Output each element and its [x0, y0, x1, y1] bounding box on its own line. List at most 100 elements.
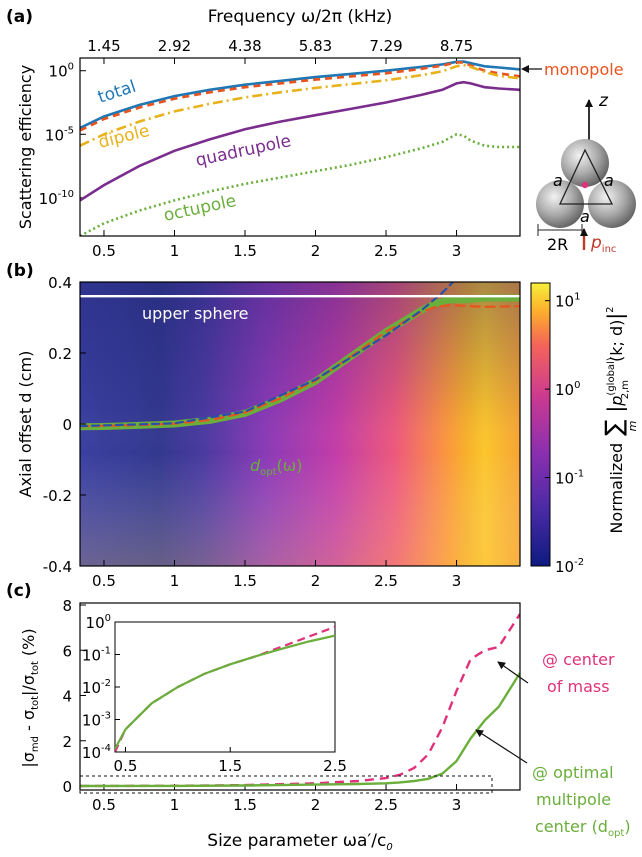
x-tick-label: 3: [452, 572, 462, 590]
inset-y-tick-label: 10-1: [82, 646, 111, 665]
y-tick-label: -0.2: [43, 487, 72, 505]
annotation-opt-arrow: [475, 729, 528, 764]
inset-y-tick-label: 10-4: [82, 743, 111, 762]
colorbar-tick-labels: 101 100 10-1 10-2: [545, 292, 584, 576]
inset-zoom-box: [79, 775, 493, 794]
y-tick-label: 2: [62, 733, 72, 751]
series-total: [80, 60, 520, 130]
top-tick-label: 7.29: [369, 37, 402, 55]
top-tick-labels: 1.45 2.92 4.38 5.83 7.29 8.75: [87, 37, 473, 64]
top-tick-label: 2.92: [158, 37, 191, 55]
panel-b-series: [80, 282, 520, 431]
panel-c-ylabel: |σmd - σtot|/σtot(%): [19, 628, 41, 767]
panel-c-xlabel: Size parameter ωa′/c0: [207, 831, 392, 853]
y-tick-label: 4: [62, 688, 72, 706]
inset-y-tick-label: 10-2: [82, 678, 111, 697]
label-total: total: [95, 77, 138, 108]
panel-b-frame: [79, 281, 521, 567]
upper-sphere-label: upper sphere: [142, 304, 249, 323]
x-tick-label: 3: [452, 242, 462, 260]
y-tick-label: -0.4: [43, 558, 72, 576]
colorbar-label: Normalized ∑ |p(global) 2,m(k; d)|2 m: [600, 306, 639, 533]
series-@ optimal multipole center (d_opt): [80, 672, 520, 788]
side-label-left: a: [553, 171, 563, 190]
x-tick-label: 1: [170, 796, 180, 814]
label-monopole: monopole: [544, 60, 624, 79]
panel-c-x-tick-labels: 0.5 1 1.5 2 2.5 3: [92, 784, 461, 814]
panel-label-a: (a): [6, 7, 33, 27]
inset-x-tick-label: 1.5: [218, 757, 242, 775]
x-tick-label: 1.5: [233, 242, 257, 260]
side-label-right: a: [604, 171, 614, 190]
panel-a-series: [80, 60, 520, 236]
top-tick-label: 8.75: [440, 37, 473, 55]
x-tick-label: 1: [170, 572, 180, 590]
x-tick-label: 2.5: [374, 572, 398, 590]
panel-a-frame: [79, 57, 521, 237]
panel-b-y-tick-labels: 0.4 0.2 0 -0.2 -0.4: [43, 274, 86, 576]
inset-x-tick-label: 2.5: [323, 757, 347, 775]
annotation-opt-3: center (dopt): [535, 817, 631, 839]
panel-a-y-tick-labels: 100 10-5 10-10: [39, 62, 86, 208]
annotation-opt-2: multipole: [536, 790, 611, 809]
y-tick-label: 0: [62, 416, 72, 434]
center-dot: [581, 181, 589, 189]
panel-label-c: (c): [6, 581, 32, 601]
x-tick-label: 2: [311, 242, 321, 260]
x-tick-label: 3: [452, 796, 462, 814]
panel-c-series: [80, 613, 520, 788]
series-octupole: [80, 132, 520, 236]
panel-a-ylabel: Scattering efficiency: [16, 65, 35, 229]
inset-background: [114, 621, 336, 753]
inset-y-tick-labels: 100 10-1 10-2 10-3 10-4: [82, 613, 120, 762]
inset-y-tick-label: 100: [86, 613, 111, 632]
colorbar-tick-label: 100: [555, 380, 580, 399]
z-axis-label: z: [598, 91, 609, 111]
x-tick-label: 2: [311, 796, 321, 814]
incident-label: pinc: [590, 233, 616, 255]
colorbar-tick-label: 10-1: [555, 469, 584, 488]
x-tick-label: 0.5: [92, 796, 116, 814]
y-tick-label: 10-10: [39, 189, 74, 208]
inset-series-1: [115, 634, 335, 750]
panel-a-x-tick-labels: 0.5 1 1.5 2 2.5 3: [92, 230, 461, 260]
top-tick-label: 4.38: [228, 37, 261, 55]
top-tick-label: 1.45: [87, 37, 120, 55]
d-opt-label: dopt(ω): [250, 456, 302, 478]
label-octupole: octupole: [162, 191, 238, 226]
series-quadrupole: [80, 80, 520, 202]
label-quadrupole: quadrupole: [194, 131, 293, 171]
x-tick-label: 2.5: [374, 242, 398, 260]
panel-b-ylabel: Axial offset d (cm): [16, 351, 35, 498]
side-label-bottom: a: [580, 207, 590, 226]
x-tick-label: 1: [170, 242, 180, 260]
inset-series: [115, 625, 335, 752]
y-tick-label: 100: [49, 62, 74, 81]
y-tick-label: 0.4: [48, 274, 72, 292]
colorbar-tick-label: 101: [555, 292, 580, 311]
annotation-com-1: @ center: [542, 650, 615, 669]
y-tick-label: 6: [62, 642, 72, 660]
panel-c-frame: [79, 602, 521, 791]
y-tick-label: 8: [62, 597, 72, 615]
triangle: [558, 148, 614, 205]
annotation-com-arrow: [497, 661, 529, 684]
radius-label: 2R: [547, 235, 568, 254]
y-tick-label: 0: [62, 778, 72, 796]
x-tick-label: 2.5: [374, 796, 398, 814]
x-tick-label: 0.5: [92, 572, 116, 590]
y-tick-label: 0.2: [48, 345, 72, 363]
svg-text:|σmd - σtot|/σtot(%): |σmd - σtot|/σtot(%): [19, 628, 41, 767]
y-tick-label: 10-5: [45, 125, 74, 144]
colorbar-tick-label: 10-2: [555, 557, 584, 576]
top-axis-label: Frequency ω/2π (kHz): [208, 7, 392, 27]
top-tick-label: 5.83: [299, 37, 332, 55]
x-tick-label: 2: [311, 572, 321, 590]
panel-b-x-tick-labels: 0.5 1 1.5 2 2.5 3: [92, 560, 461, 590]
label-dipole: dipole: [96, 121, 151, 153]
svg-text:m: m: [626, 421, 639, 432]
x-tick-label: 0.5: [92, 242, 116, 260]
x-tick-label: 1.5: [233, 796, 257, 814]
inset-y-tick-label: 10-3: [82, 711, 111, 730]
